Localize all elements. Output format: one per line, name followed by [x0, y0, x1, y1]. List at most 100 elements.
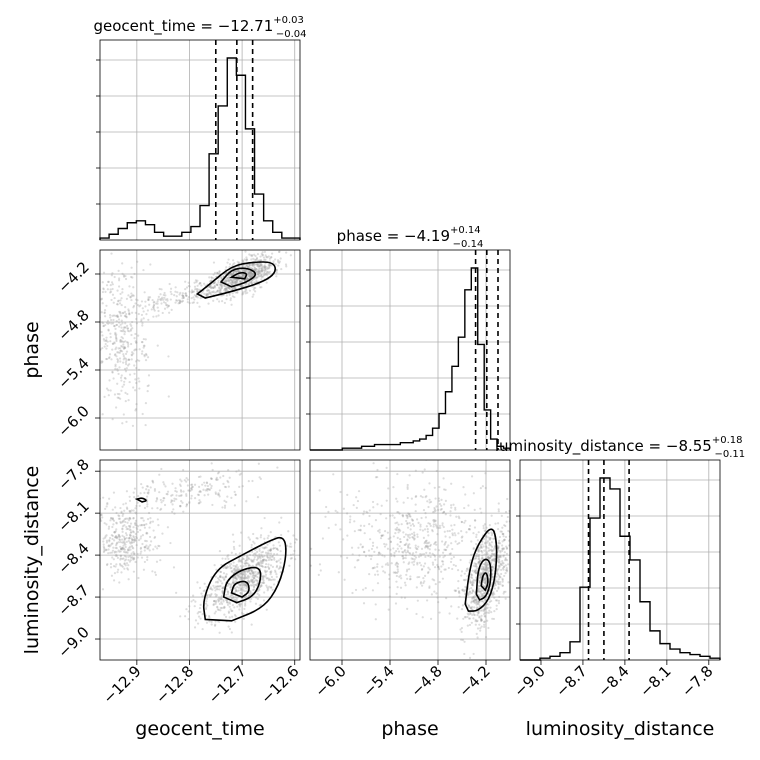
- sample-point: [462, 486, 465, 489]
- sample-point: [475, 542, 478, 546]
- sample-point: [108, 540, 111, 543]
- sample-point: [483, 581, 486, 584]
- sample-point: [169, 287, 173, 290]
- sample-point: [387, 487, 390, 490]
- sample-point: [211, 290, 214, 294]
- sample-point: [258, 476, 261, 479]
- sample-point: [131, 538, 134, 541]
- sample-point: [275, 564, 279, 567]
- sample-point: [123, 330, 127, 333]
- sample-point: [263, 266, 267, 269]
- sample-point: [472, 564, 475, 567]
- sample-point: [160, 302, 163, 305]
- sample-point: [250, 275, 253, 278]
- sample-point: [271, 555, 274, 558]
- sample-point: [103, 311, 106, 315]
- sample-point: [502, 562, 505, 565]
- sample-point: [250, 258, 253, 261]
- sample-point: [149, 544, 152, 547]
- sample-point: [368, 554, 371, 557]
- sample-point: [263, 265, 266, 268]
- sample-point: [389, 548, 392, 551]
- sample-point: [202, 589, 205, 593]
- sample-point: [225, 287, 229, 290]
- sample-point: [244, 583, 247, 587]
- sample-point: [227, 485, 230, 488]
- sample-point: [497, 510, 500, 513]
- sample-point: [118, 347, 122, 350]
- sample-point: [238, 558, 241, 561]
- sample-point: [157, 309, 160, 313]
- hist-step-geocent_time: [99, 57, 301, 240]
- sample-point: [487, 626, 490, 630]
- sample-point: [103, 522, 106, 525]
- sample-point: [460, 520, 463, 524]
- sample-point: [231, 581, 235, 584]
- sample-point: [263, 264, 266, 267]
- sample-point: [165, 492, 168, 496]
- sample-point: [398, 545, 401, 548]
- sample-point: [460, 570, 464, 573]
- sample-point: [421, 584, 424, 587]
- sample-point: [115, 554, 119, 557]
- sample-point: [430, 593, 433, 596]
- sample-point: [216, 298, 219, 301]
- sample-point: [396, 570, 400, 573]
- sample-point: [230, 496, 233, 499]
- sample-point: [219, 570, 222, 573]
- sample-point: [243, 574, 247, 577]
- sample-point: [119, 554, 122, 557]
- sample-point: [501, 567, 505, 570]
- sample-point: [132, 541, 136, 544]
- panel-frame-luminosity-distance-hist: [519, 459, 721, 661]
- sample-point: [217, 492, 220, 495]
- sample-point: [105, 304, 108, 307]
- sample-point: [396, 526, 399, 529]
- sample-point: [457, 587, 460, 590]
- sample-point: [435, 526, 439, 529]
- sample-point: [416, 561, 419, 564]
- sample-point: [318, 489, 321, 492]
- sample-point: [433, 542, 436, 546]
- sample-point: [401, 446, 403, 448]
- sample-point: [216, 493, 220, 496]
- sample-point: [324, 515, 327, 518]
- sample-point: [463, 572, 466, 575]
- sample-point: [167, 304, 170, 308]
- sample-point: [115, 542, 118, 545]
- sample-point: [105, 339, 108, 342]
- sample-point: [134, 332, 137, 336]
- sample-point: [198, 485, 201, 488]
- sample-point: [253, 286, 256, 290]
- sample-point: [121, 530, 124, 533]
- sample-point: [446, 546, 449, 549]
- sample-point: [425, 525, 428, 528]
- sample-point: [475, 533, 478, 536]
- sample-point: [119, 329, 122, 332]
- contour-island: [134, 497, 147, 503]
- sample-point: [419, 495, 423, 498]
- sample-point: [505, 567, 508, 570]
- sample-point: [178, 293, 181, 296]
- sample-point: [186, 301, 189, 304]
- sample-point: [103, 547, 106, 550]
- sample-point: [240, 571, 243, 574]
- sample-point: [128, 528, 131, 531]
- sample-point: [365, 510, 368, 513]
- sample-point: [232, 272, 235, 275]
- sample-point: [208, 614, 211, 618]
- sample-point: [121, 565, 124, 568]
- sample-point: [259, 286, 262, 289]
- sample-point: [228, 605, 231, 608]
- hist-step-luminosity_distance: [520, 477, 721, 661]
- sample-point: [380, 504, 383, 507]
- sample-point: [362, 513, 365, 516]
- sample-point: [500, 514, 503, 517]
- sample-point: [246, 277, 250, 281]
- sample-point: [467, 593, 470, 596]
- sample-point: [346, 534, 349, 537]
- sample-point: [198, 282, 201, 286]
- sample-point: [426, 545, 429, 548]
- sample-point: [269, 549, 272, 552]
- sample-point: [262, 273, 266, 277]
